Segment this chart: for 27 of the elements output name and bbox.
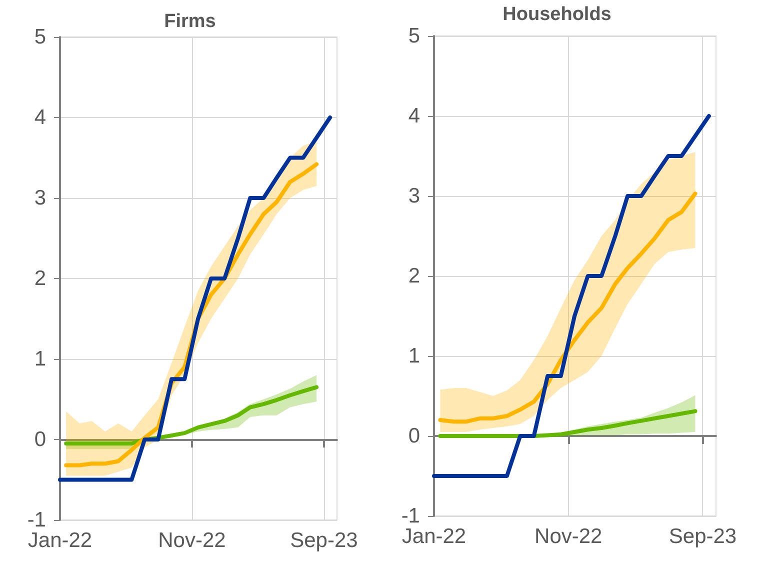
x-tick-label: Sep-23 bbox=[290, 529, 358, 552]
y-tick-label: 3 bbox=[408, 184, 420, 208]
x-tick-label: Nov-22 bbox=[534, 525, 602, 548]
line-series bbox=[438, 409, 698, 438]
x-tick-label: Sep-23 bbox=[668, 525, 737, 548]
y-tick-label: 3 bbox=[34, 186, 46, 210]
x-tick-label: Nov-22 bbox=[158, 529, 226, 552]
x-tick-label: Jan-22 bbox=[402, 525, 466, 548]
line-series bbox=[432, 114, 711, 478]
y-tick-label: 1 bbox=[34, 348, 46, 370]
y-tick-label: 0 bbox=[408, 424, 420, 448]
y-tick-label: 5 bbox=[34, 26, 46, 48]
y-tick-label: 5 bbox=[408, 24, 420, 48]
y-tick-label: 4 bbox=[34, 106, 46, 129]
line-series bbox=[438, 192, 698, 424]
y-tick-label: 4 bbox=[408, 104, 420, 128]
chart-title: Households bbox=[502, 4, 612, 25]
line-series bbox=[64, 385, 319, 446]
y-tick-label: 2 bbox=[34, 267, 46, 290]
y-tick-label: -1 bbox=[401, 504, 420, 528]
y-tick-label: 1 bbox=[408, 344, 420, 368]
y-tick-label: 2 bbox=[408, 264, 420, 288]
y-tick-label: 0 bbox=[34, 428, 46, 451]
x-tick-label: Jan-22 bbox=[28, 529, 92, 552]
chart-title: Firms bbox=[164, 11, 216, 32]
line-series bbox=[58, 116, 332, 482]
y-tick-label: -1 bbox=[27, 508, 46, 532]
